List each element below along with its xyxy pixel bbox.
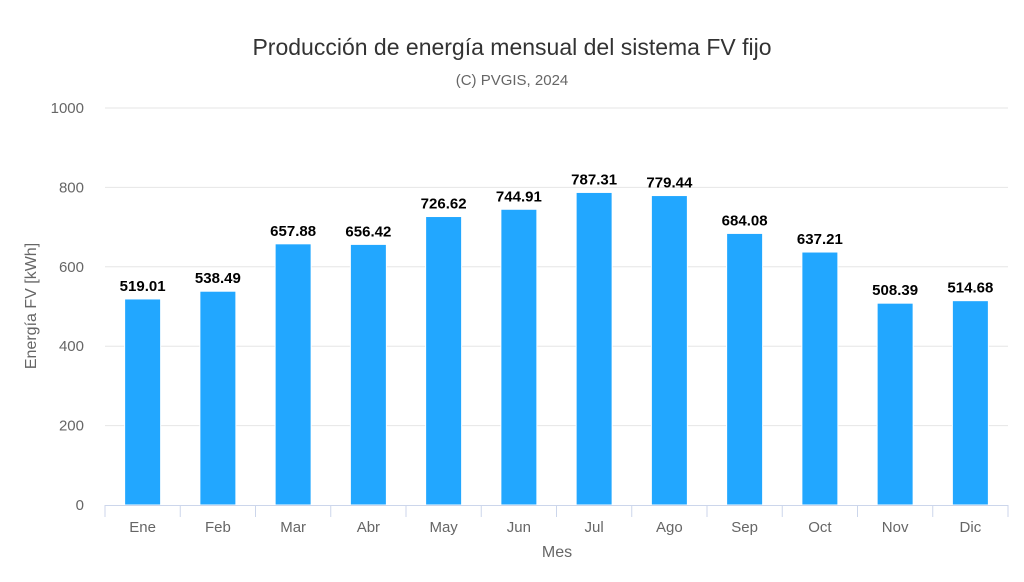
x-tick-label: Abr	[357, 519, 380, 536]
data-label: 514.68	[947, 280, 993, 297]
bar	[801, 251, 839, 506]
y-tick-label: 0	[76, 497, 84, 514]
x-tick-label: May	[429, 519, 458, 536]
bar	[274, 243, 312, 506]
bar	[425, 216, 463, 506]
x-tick-label: Mar	[280, 519, 306, 536]
x-tick-label: Ago	[656, 519, 683, 536]
bar	[199, 290, 237, 506]
x-tick-label: Oct	[808, 519, 832, 536]
x-tick-label: Nov	[882, 519, 909, 536]
x-tick-label: Jul	[585, 519, 604, 536]
y-tick-label: 400	[59, 338, 84, 355]
data-label: 637.21	[797, 231, 843, 248]
data-label: 787.31	[571, 171, 617, 188]
bar	[650, 195, 688, 506]
data-label: 519.01	[120, 278, 166, 295]
data-label: 779.44	[646, 175, 693, 192]
data-label: 538.49	[195, 270, 241, 287]
y-tick-label: 600	[59, 259, 84, 276]
bar	[124, 298, 162, 506]
bar	[500, 208, 538, 506]
data-label: 508.39	[872, 282, 918, 299]
y-tick-label: 200	[59, 418, 84, 435]
x-tick-label: Sep	[731, 519, 758, 536]
bar	[575, 191, 613, 506]
data-label: 657.88	[270, 223, 316, 240]
x-axis-label: Mes	[542, 544, 572, 561]
y-axis-label: Energía FV [kWh]	[23, 243, 40, 369]
x-tick-label: Feb	[205, 519, 231, 536]
x-tick-label: Dic	[960, 519, 982, 536]
data-label: 726.62	[421, 196, 467, 213]
data-label: 744.91	[496, 188, 542, 205]
bar	[726, 232, 764, 506]
bar	[951, 300, 989, 506]
bar	[349, 243, 387, 506]
chart-title: Producción de energía mensual del sistem…	[252, 34, 771, 60]
data-label: 684.08	[722, 212, 768, 229]
bar	[876, 302, 914, 506]
y-tick-label: 800	[59, 179, 84, 196]
x-tick-label: Ene	[129, 519, 156, 536]
chart-subtitle: (C) PVGIS, 2024	[456, 72, 569, 89]
data-label: 656.42	[345, 223, 391, 240]
y-tick-label: 1000	[51, 100, 84, 117]
x-tick-label: Jun	[507, 519, 531, 536]
